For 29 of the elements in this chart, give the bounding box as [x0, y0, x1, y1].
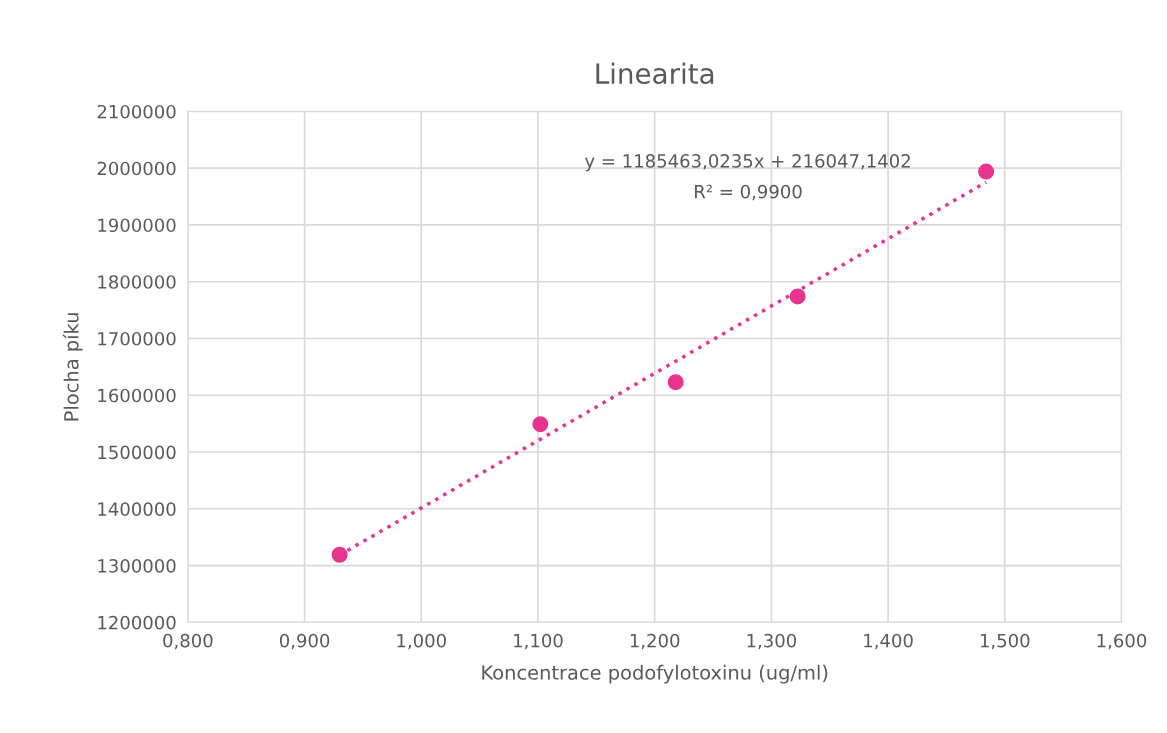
y-tick-label: 1400000	[98, 502, 176, 516]
annotation: R² = 0,9900	[695, 184, 802, 201]
x-tick-label: 1,200	[630, 633, 680, 650]
x-tick-label: 1,400	[864, 633, 913, 650]
x-axis-title: Koncentrace podofylotoxinu (ug/ml)	[482, 664, 828, 684]
point	[331, 546, 348, 563]
point	[667, 374, 684, 391]
x-tick-label: 0,800	[163, 633, 213, 650]
point	[532, 416, 549, 433]
y-tick-label: 2100000	[97, 104, 176, 119]
x-tick-label: 1,100	[514, 633, 563, 650]
y-tick-label: 1600000	[98, 388, 176, 403]
x-tick-label: 1,000	[397, 633, 446, 650]
y-axis-title: Plocha píku	[62, 313, 83, 421]
x-tick-label: 1,600	[1097, 633, 1147, 650]
chart-title: Linearita	[596, 62, 714, 85]
y-tick-label: 2000000	[97, 161, 176, 176]
y-tick-label: 1900000	[98, 218, 176, 233]
point	[789, 288, 806, 305]
y-tick-label: 1700000	[98, 331, 176, 346]
annotation: y = 1185463,0235x + 216047,1402	[584, 154, 910, 172]
y-tick-label: 1200000	[98, 615, 176, 630]
y-tick-label: 1300000	[98, 559, 176, 573]
x-tick-label: 0,900	[279, 633, 330, 650]
y-tick-label: 1800000	[98, 275, 176, 289]
x-tick-label: 1,300	[747, 633, 797, 650]
point	[978, 163, 995, 180]
x-tick-label: 1,500	[980, 633, 1030, 650]
y-tick-label: 1500000	[98, 445, 176, 460]
